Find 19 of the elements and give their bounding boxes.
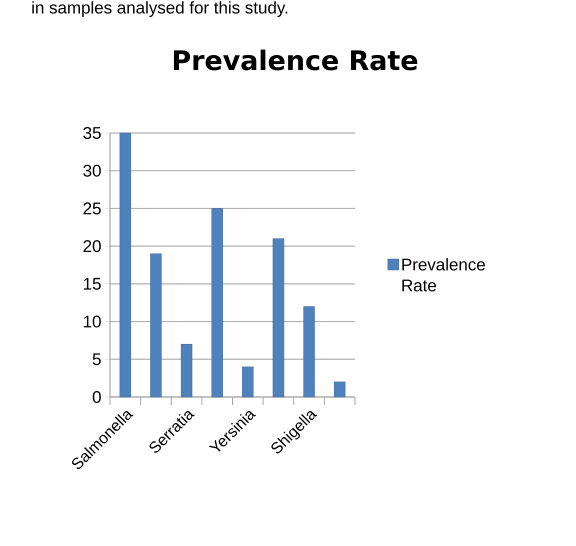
text: in samples analysed for this study.: [32, 1, 288, 17]
bar: [211, 208, 223, 398]
bar: [150, 253, 162, 398]
y-tick-label: 30: [83, 164, 101, 177]
y-tick-label: 0: [92, 390, 101, 403]
bar: [303, 306, 315, 398]
y-tick-label: 15: [84, 278, 101, 290]
y-tick-label: 35: [83, 126, 101, 139]
bar: [120, 132, 132, 398]
bar: [180, 344, 192, 398]
legend-label: Prevalence Rate: [402, 258, 485, 292]
y-tick-label: 20: [84, 240, 101, 252]
chart-title: Prevalence Rate: [174, 50, 418, 70]
bar: [334, 382, 346, 398]
y-tick-label: 5: [92, 353, 101, 366]
y-tick-label: 25: [84, 202, 101, 214]
bar: [242, 366, 254, 398]
bar: [272, 238, 284, 398]
y-tick-label: 10: [84, 316, 101, 328]
